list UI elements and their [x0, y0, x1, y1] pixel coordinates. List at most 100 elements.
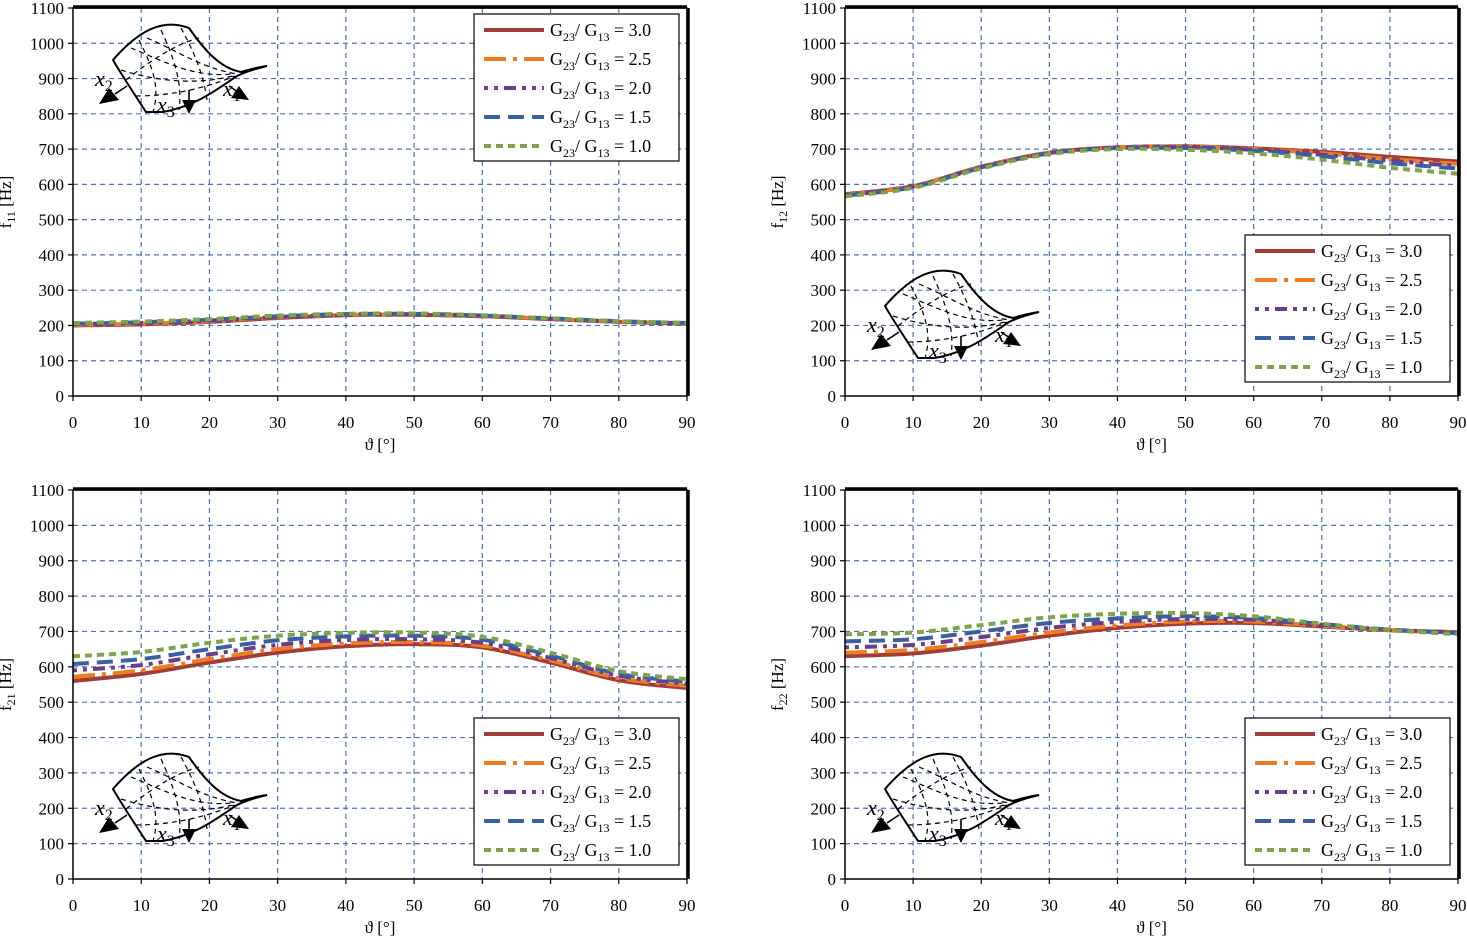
x-tick-label: 40 — [337, 413, 354, 432]
leaf-mesh-line — [138, 39, 157, 113]
x3-axis-label: x3 — [156, 821, 175, 850]
x-tick-label: 60 — [1245, 896, 1262, 915]
y-tick-label: 600 — [39, 175, 65, 194]
x-tick-label: 50 — [1177, 896, 1194, 915]
x3-arrow-icon — [182, 100, 196, 114]
leaf-mesh-line — [918, 766, 1010, 804]
x-tick-label: 10 — [133, 413, 150, 432]
x2-arrow-shaft — [886, 814, 900, 824]
legend-label-3: G23/ G13 = 2.0 — [1321, 782, 1422, 806]
x-tick-label: 50 — [406, 896, 423, 915]
y-tick-label: 100 — [811, 352, 837, 371]
x-tick-label: 80 — [610, 896, 627, 915]
legend: G23/ G13 = 3.0 G23/ G13 = 2.5 G23/ G13 = 2… — [473, 717, 680, 866]
legend-label-3: G23/ G13 = 2.0 — [550, 78, 651, 102]
leaf-outline — [111, 23, 268, 113]
x-tick-label: 30 — [269, 896, 286, 915]
leaf-outline — [111, 752, 268, 842]
y-tick-label: 300 — [39, 281, 65, 300]
panel-inset-diagram: x1 x2 x3 — [866, 752, 1040, 850]
x2-arrow-icon — [99, 817, 119, 833]
x-tick-label: 70 — [1313, 896, 1330, 915]
y-tick-label: 500 — [39, 693, 65, 712]
y-tick-label: 1100 — [803, 0, 836, 18]
series-line-2 — [72, 639, 688, 688]
y-tick-label: 1000 — [30, 516, 64, 535]
x3-axis-label: x3 — [928, 821, 947, 850]
y-axis-label: f11 [Hz] — [0, 176, 18, 229]
y-tick-label: 100 — [811, 835, 837, 854]
series-line-5 — [72, 311, 688, 325]
x-tick-label: 0 — [69, 413, 78, 432]
leaf-mesh-line — [892, 315, 1006, 328]
y-tick-label: 500 — [811, 693, 837, 712]
x-tick-label: 50 — [406, 413, 423, 432]
y-tick-label: 900 — [811, 70, 837, 89]
legend-label-5: G23/ G13 = 1.0 — [1321, 840, 1422, 864]
y-tick-label: 600 — [811, 658, 837, 677]
series-line-1 — [844, 144, 1459, 197]
y-tick-label: 800 — [811, 105, 837, 124]
y-tick-label: 200 — [811, 799, 837, 818]
leaf-mesh-line — [952, 273, 980, 347]
x-tick-label: 90 — [679, 413, 696, 432]
y-tick-label: 1100 — [803, 481, 836, 500]
y-tick-label: 1000 — [30, 34, 64, 53]
series-line-5 — [844, 146, 1459, 199]
leaf-mesh-line — [160, 758, 181, 840]
panel-inset-diagram: x1 x2 x3 — [94, 23, 268, 121]
x-tick-label: 50 — [1177, 413, 1194, 432]
leaf-mesh-line — [125, 37, 200, 81]
series-line-3 — [844, 616, 1459, 650]
leaf-mesh-line — [897, 766, 972, 810]
legend-label-1: G23/ G13 = 3.0 — [550, 20, 651, 44]
y-tick-label: 700 — [811, 622, 837, 641]
x1-arrow-icon — [1003, 332, 1021, 346]
x-tick-label: 80 — [1381, 413, 1398, 432]
x3-axis-label: x3 — [928, 338, 947, 367]
y-tick-label: 500 — [39, 211, 65, 230]
legend-label-2: G23/ G13 = 2.5 — [1321, 753, 1422, 777]
leaf-mesh-line — [180, 27, 208, 101]
x3-arrow-icon — [182, 829, 196, 843]
y-tick-label: 200 — [811, 316, 837, 335]
y-tick-label: 600 — [39, 658, 65, 677]
legend-label-2: G23/ G13 = 2.5 — [550, 49, 651, 73]
leaf-mesh-line — [125, 766, 200, 810]
leaf-mesh-line — [910, 768, 929, 842]
leaf-mesh-line — [135, 75, 236, 97]
x-tick-label: 80 — [1381, 896, 1398, 915]
legend-label-1: G23/ G13 = 3.0 — [1321, 241, 1422, 265]
x2-arrow-shaft — [886, 331, 900, 341]
legend-label-1: G23/ G13 = 3.0 — [1321, 724, 1422, 748]
x-tick-label: 20 — [973, 413, 990, 432]
leaf-mesh-line — [146, 37, 238, 75]
x-tick-label: 80 — [610, 413, 627, 432]
y-tick-label: 400 — [39, 729, 65, 748]
chart-panel-3: 0 100 200 300 400 500 600 700 800 900 1000 1100 0 10 2… — [0, 481, 696, 937]
x-tick-label: 60 — [1245, 413, 1262, 432]
leaf-mesh-line — [138, 768, 157, 842]
legend: G23/ G13 = 3.0 G23/ G13 = 2.5 G23/ G13 = 2… — [473, 13, 680, 162]
x2-arrow-shaft — [114, 85, 128, 95]
leaf-mesh-line — [897, 283, 972, 327]
series-line-2 — [844, 144, 1459, 197]
leaf-mesh-line — [180, 756, 208, 830]
leaf-mesh-line — [892, 798, 1006, 811]
x1-arrow-icon — [231, 86, 249, 100]
x2-axis-label: x2 — [94, 795, 113, 824]
y-tick-label: 700 — [811, 140, 837, 159]
y-axis-label: f21 [Hz] — [0, 658, 18, 711]
leaf-outline — [883, 269, 1040, 359]
leaf-mesh-line — [902, 776, 1004, 805]
y-axis-label: f22 [Hz] — [768, 658, 790, 711]
x-tick-label: 60 — [474, 896, 491, 915]
leaf-mesh-line — [120, 798, 234, 811]
legend-label-5: G23/ G13 = 1.0 — [550, 840, 651, 864]
legend-label-4: G23/ G13 = 1.5 — [550, 107, 651, 131]
x-axis-label: ϑ [°] — [1136, 435, 1167, 454]
x-tick-label: 30 — [1041, 413, 1058, 432]
legend-label-2: G23/ G13 = 2.5 — [1321, 270, 1422, 294]
y-tick-label: 900 — [39, 552, 65, 571]
series-line-1 — [72, 642, 688, 691]
